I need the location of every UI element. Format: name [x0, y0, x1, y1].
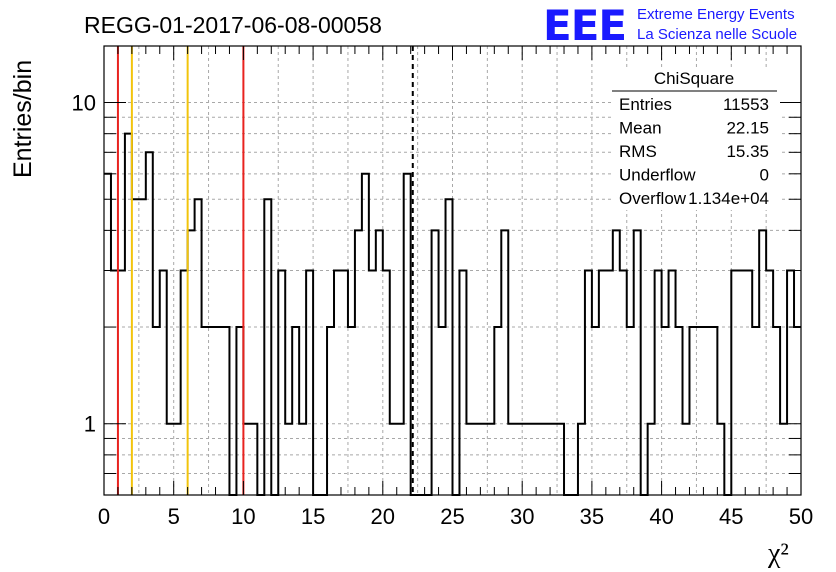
histogram-step-line	[104, 132, 801, 496]
stats-row-label: Mean	[619, 119, 662, 138]
eee-logo: EEE Extreme Energy Events La Scienza nel…	[543, 1, 797, 50]
eee-logo-mark: EEE	[543, 1, 626, 50]
x-axis-label: χ²	[767, 538, 789, 569]
x-tick-label: 45	[719, 504, 743, 529]
x-tick-label: 10	[231, 504, 255, 529]
stats-row-label: Entries	[619, 95, 672, 114]
stats-row-label: Overflow	[619, 189, 687, 208]
y-tick-label: 10	[72, 91, 96, 116]
chart-title: REGG-01-2017-06-08-00058	[84, 12, 382, 38]
stats-box-title: ChiSquare	[654, 69, 734, 88]
histogram	[104, 132, 801, 496]
x-tick-label: 30	[510, 504, 534, 529]
x-tick-label: 50	[789, 504, 813, 529]
marker-lines	[116, 46, 414, 495]
axis-ticks: 0 5 10 15 20 25 30 35 40 45 50 1 10	[72, 46, 813, 529]
x-tick-label: 25	[440, 504, 464, 529]
eee-logo-line1: Extreme Energy Events	[637, 6, 795, 23]
y-axis-label: Entries/bin	[9, 60, 37, 178]
stats-row-value: 15.35	[726, 142, 769, 161]
y-tick-label: 1	[84, 412, 96, 437]
x-tick-label: 5	[168, 504, 180, 529]
stats-box: ChiSquare Entries 11553 Mean 22.15 RMS 15.35 U…	[612, 68, 780, 210]
x-tick-label: 35	[580, 504, 604, 529]
stats-box-background	[612, 68, 780, 210]
eee-logo-line2: La Scienza nelle Scuole	[637, 26, 797, 43]
stats-row-value: 11553	[723, 95, 769, 114]
x-tick-label: 20	[371, 504, 395, 529]
x-tick-label: 15	[301, 504, 325, 529]
stats-row-label: Underflow	[619, 166, 696, 185]
x-tick-label: 0	[98, 504, 110, 529]
stats-row-value: 0	[760, 166, 769, 185]
stats-row-value: 22.15	[726, 119, 769, 138]
stats-row-label: RMS	[619, 142, 657, 161]
stats-row-value: 1.134e+04	[688, 189, 769, 208]
x-tick-label: 40	[649, 504, 673, 529]
